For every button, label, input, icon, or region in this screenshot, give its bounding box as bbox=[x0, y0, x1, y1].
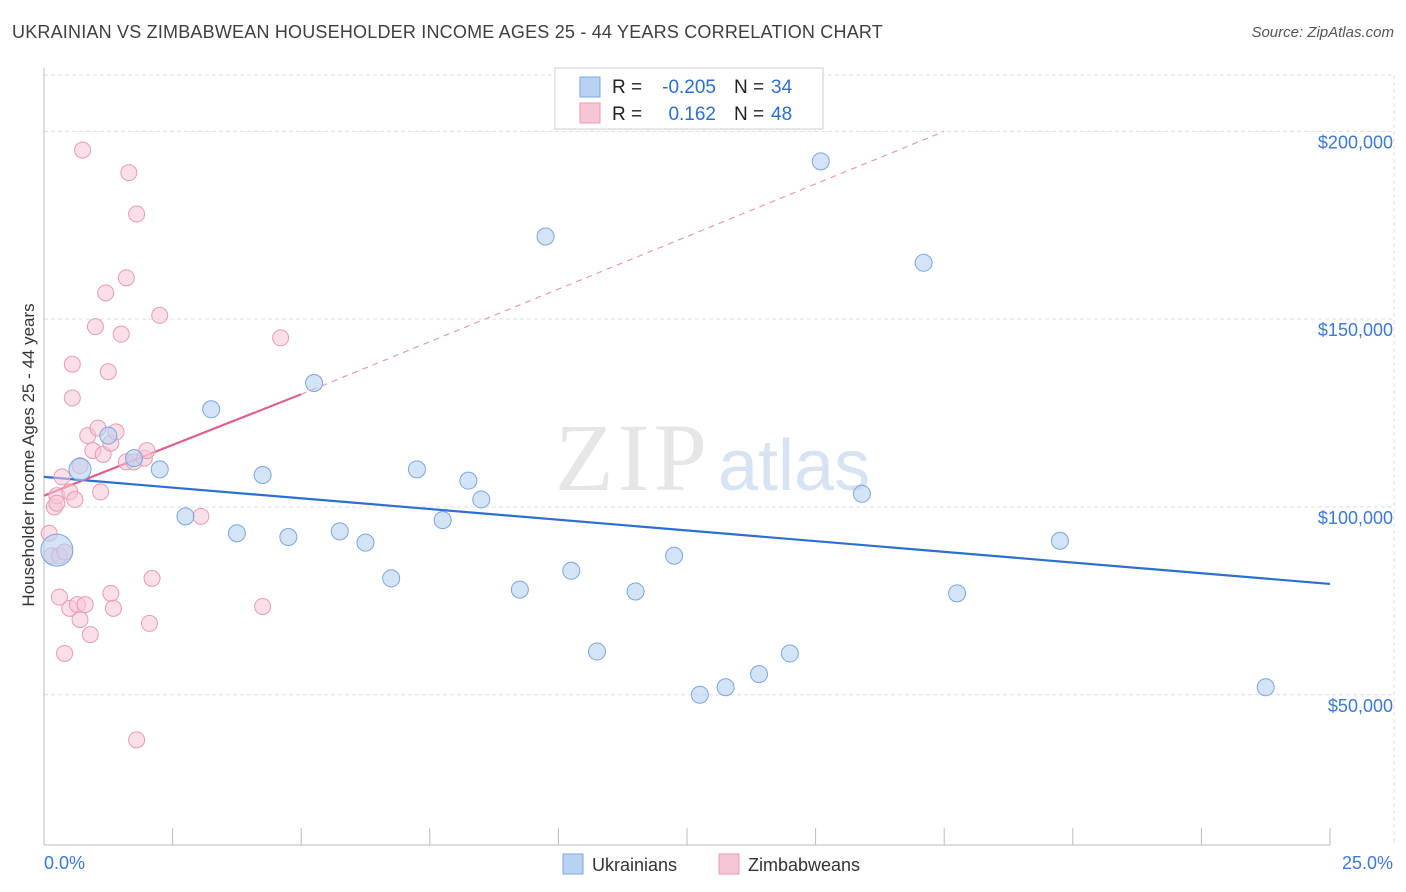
point-zimbabweans bbox=[71, 611, 89, 629]
y-axis-title: Householder Income Ages 25 - 44 years bbox=[19, 303, 38, 606]
point-ukrainians bbox=[914, 253, 933, 272]
point-ukrainians bbox=[176, 507, 195, 526]
point-zimbabweans bbox=[99, 363, 117, 381]
point-ukrainians bbox=[852, 484, 871, 503]
point-ukrainians bbox=[253, 466, 272, 485]
point-ukrainians bbox=[1050, 531, 1069, 550]
point-zimbabweans bbox=[143, 569, 161, 587]
point-zimbabweans bbox=[63, 389, 81, 407]
y-tick-labels: $50,000 $100,000 $150,000 $200,000 bbox=[1318, 132, 1393, 715]
legend-swatch-ukrainians bbox=[579, 76, 601, 98]
point-ukrainians bbox=[356, 533, 375, 552]
point-zimbabweans bbox=[140, 614, 158, 632]
legend-n-label-1: N = bbox=[734, 77, 764, 98]
point-ukrainians bbox=[510, 580, 529, 599]
point-zimbabweans bbox=[102, 584, 120, 602]
x-tick-labels: 0.0% 25.0% bbox=[44, 853, 1393, 873]
trend-extension-zimbabweans bbox=[300, 130, 945, 395]
point-ukrainians bbox=[750, 665, 769, 684]
legend-n-label-2: N = bbox=[734, 104, 764, 125]
y-tick-label: $150,000 bbox=[1318, 320, 1393, 340]
point-ukrainians bbox=[811, 152, 830, 171]
point-ukrainians bbox=[459, 471, 478, 490]
data-points bbox=[40, 141, 1275, 749]
legend-swatch-zimbabweans bbox=[579, 102, 601, 124]
point-ukrainians bbox=[587, 642, 606, 661]
x-tick-label-min: 0.0% bbox=[44, 853, 85, 873]
point-zimbabweans bbox=[120, 164, 138, 182]
point-ukrainians bbox=[690, 685, 709, 704]
x-tick-label-max: 25.0% bbox=[1342, 853, 1393, 873]
point-zimbabweans bbox=[128, 205, 146, 223]
point-zimbabweans bbox=[112, 325, 130, 343]
bottom-legend-swatch-zimbabweans bbox=[718, 853, 740, 875]
point-zimbabweans bbox=[192, 507, 210, 525]
point-ukrainians bbox=[433, 511, 452, 530]
point-zimbabweans bbox=[151, 306, 169, 324]
point-ukrainians bbox=[279, 528, 298, 546]
point-ukrainians bbox=[780, 644, 799, 663]
point-zimbabweans bbox=[53, 468, 71, 486]
point-zimbabweans bbox=[254, 597, 272, 615]
point-ukrainians bbox=[407, 460, 426, 479]
legend-r-label-2: R = bbox=[612, 104, 642, 125]
legend-r-value-1: -0.205 bbox=[662, 77, 716, 98]
point-ukrainians bbox=[150, 460, 169, 479]
point-ukrainians bbox=[536, 227, 555, 246]
point-zimbabweans bbox=[74, 141, 92, 159]
point-ukrainians bbox=[716, 678, 735, 697]
y-tick-label: $50,000 bbox=[1328, 696, 1393, 716]
chart-title: UKRAINIAN VS ZIMBABWEAN HOUSEHOLDER INCO… bbox=[12, 22, 883, 42]
point-zimbabweans bbox=[81, 626, 99, 644]
point-ukrainians bbox=[626, 582, 645, 601]
legend-n-value-2: 48 bbox=[771, 104, 792, 125]
point-zimbabweans bbox=[272, 329, 290, 347]
point-zimbabweans bbox=[128, 731, 146, 749]
point-zimbabweans bbox=[48, 494, 66, 512]
y-tick-label: $100,000 bbox=[1318, 508, 1393, 528]
point-zimbabweans bbox=[50, 588, 68, 606]
point-ukrainians bbox=[1256, 678, 1275, 697]
bottom-legend-label-zimbabweans: Zimbabweans bbox=[748, 855, 860, 875]
trend-line-ukrainians bbox=[43, 475, 1331, 586]
point-ukrainians bbox=[227, 524, 246, 543]
trend-lines bbox=[43, 130, 1331, 586]
axes bbox=[43, 68, 1331, 846]
point-ukrainians bbox=[330, 522, 349, 541]
point-zimbabweans bbox=[117, 269, 135, 287]
legend-r-label-1: R = bbox=[612, 77, 642, 98]
point-ukrainians bbox=[68, 457, 92, 481]
point-zimbabweans bbox=[104, 599, 122, 617]
point-zimbabweans bbox=[86, 318, 104, 336]
trend-line-zimbabweans bbox=[43, 393, 302, 497]
watermark-atlas: atlas bbox=[718, 426, 870, 506]
point-ukrainians bbox=[562, 561, 581, 580]
point-ukrainians bbox=[472, 490, 491, 509]
point-ukrainians bbox=[665, 546, 684, 565]
watermark-zip: ZIP bbox=[555, 404, 711, 511]
bottom-legend-label-ukrainians: Ukrainians bbox=[592, 855, 677, 875]
point-zimbabweans bbox=[56, 644, 74, 662]
legend-r-value-2: 0.162 bbox=[668, 104, 716, 125]
y-tick-label: $200,000 bbox=[1318, 132, 1393, 152]
point-zimbabweans bbox=[63, 355, 81, 373]
point-zimbabweans bbox=[66, 490, 84, 508]
point-ukrainians bbox=[382, 569, 401, 588]
point-ukrainians bbox=[40, 533, 74, 567]
point-ukrainians bbox=[948, 584, 967, 603]
series-legend: Ukrainians Zimbabweans bbox=[562, 853, 860, 875]
point-zimbabweans bbox=[76, 596, 94, 614]
legend-n-value-1: 34 bbox=[771, 77, 793, 98]
point-ukrainians bbox=[99, 426, 118, 445]
source-credit: Source: ZipAtlas.com bbox=[1251, 24, 1394, 41]
point-zimbabweans bbox=[92, 483, 110, 501]
bottom-legend-swatch-ukrainians bbox=[562, 853, 584, 875]
point-ukrainians bbox=[125, 449, 144, 468]
point-zimbabweans bbox=[97, 284, 115, 302]
point-ukrainians bbox=[305, 374, 324, 392]
point-ukrainians bbox=[202, 400, 221, 419]
stats-legend: R = -0.205 N = 34 R = 0.162 N = 48 bbox=[554, 67, 824, 130]
